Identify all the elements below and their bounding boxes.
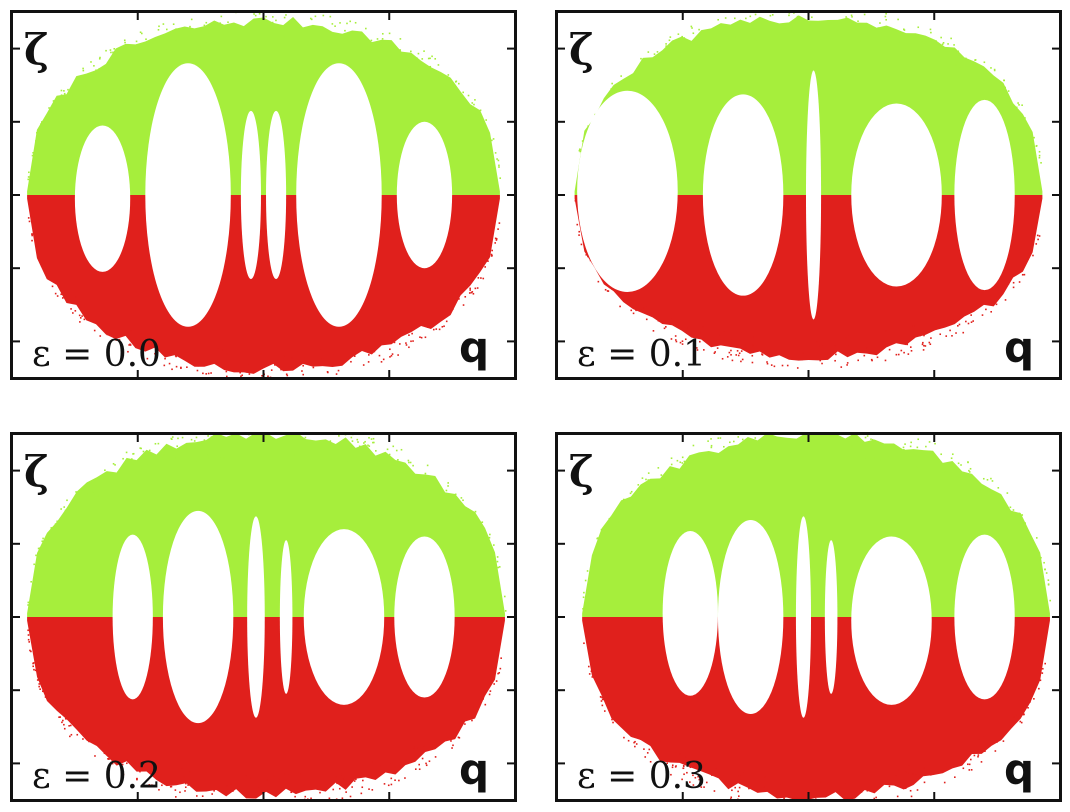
phase-space-plot: ζ q ε = 0.3 <box>555 432 1062 802</box>
axis-ticks <box>555 10 1062 380</box>
phase-panel-eps-0-1: ζ q ε = 0.1 <box>555 10 1062 380</box>
island-1 <box>717 520 784 714</box>
zeta-axis-label: ζ <box>569 25 594 74</box>
island-0 <box>112 534 153 700</box>
phase-panel-eps-0-3: ζ q ε = 0.3 <box>555 432 1062 802</box>
zeta-axis-label: ζ <box>24 25 49 74</box>
fringe-points-upper <box>582 434 1052 610</box>
island-0 <box>662 530 718 696</box>
q-axis-label: q <box>1004 745 1034 794</box>
epsilon-annotation: ε = 0.1 <box>577 334 706 375</box>
island-4 <box>851 536 932 705</box>
fringe-points-lower <box>27 217 501 378</box>
fringe-points-upper <box>27 434 507 612</box>
island-3 <box>279 540 293 694</box>
phase-space-plot: ζ q ε = 0.2 <box>10 432 517 802</box>
regular-islands <box>74 63 453 327</box>
island-2 <box>240 110 261 280</box>
island-1 <box>702 94 784 296</box>
epsilon-annotation: ε = 0.3 <box>577 756 706 797</box>
epsilon-annotation: ε = 0.2 <box>32 756 161 797</box>
zeta-axis-label: ζ <box>569 447 594 496</box>
chaotic-sea-upper <box>27 17 500 195</box>
island-5 <box>954 534 1015 700</box>
island-4 <box>954 99 1015 291</box>
island-3 <box>266 110 287 280</box>
island-2 <box>247 516 265 718</box>
island-0 <box>74 125 131 272</box>
island-0 <box>577 90 678 292</box>
fringe-points-upper <box>27 12 502 181</box>
axis-ticks <box>10 10 517 380</box>
fringe-points-lower <box>27 629 502 800</box>
island-1 <box>145 63 231 327</box>
axis-ticks <box>555 432 1062 802</box>
phase-space-plot: ζ q ε = 0.1 <box>555 10 1062 380</box>
island-5 <box>394 536 455 698</box>
island-2 <box>795 516 812 718</box>
phase-panel-eps-0-0: ζ q ε = 0.0 <box>10 10 517 380</box>
epsilon-annotation: ε = 0.0 <box>32 334 161 375</box>
q-axis-label: q <box>459 745 489 794</box>
axis-ticks <box>10 432 517 802</box>
zeta-axis-label: ζ <box>24 447 49 496</box>
chaotic-sea-lower <box>27 195 500 374</box>
fringe-points-lower <box>574 199 1041 369</box>
regular-islands <box>112 510 455 724</box>
phase-panel-eps-0-2: ζ q ε = 0.2 <box>10 432 517 802</box>
regular-islands <box>662 516 1015 718</box>
fringe-points-lower <box>583 642 1046 800</box>
q-axis-label: q <box>1004 323 1034 372</box>
island-3 <box>824 540 838 694</box>
island-3 <box>851 103 942 287</box>
phase-space-plot: ζ q ε = 0.0 <box>10 10 517 380</box>
regular-islands <box>577 70 1015 320</box>
island-4 <box>303 529 385 705</box>
island-4 <box>296 63 382 327</box>
q-axis-label: q <box>459 323 489 372</box>
island-5 <box>396 121 453 269</box>
island-2 <box>805 70 822 320</box>
island-1 <box>162 510 234 724</box>
